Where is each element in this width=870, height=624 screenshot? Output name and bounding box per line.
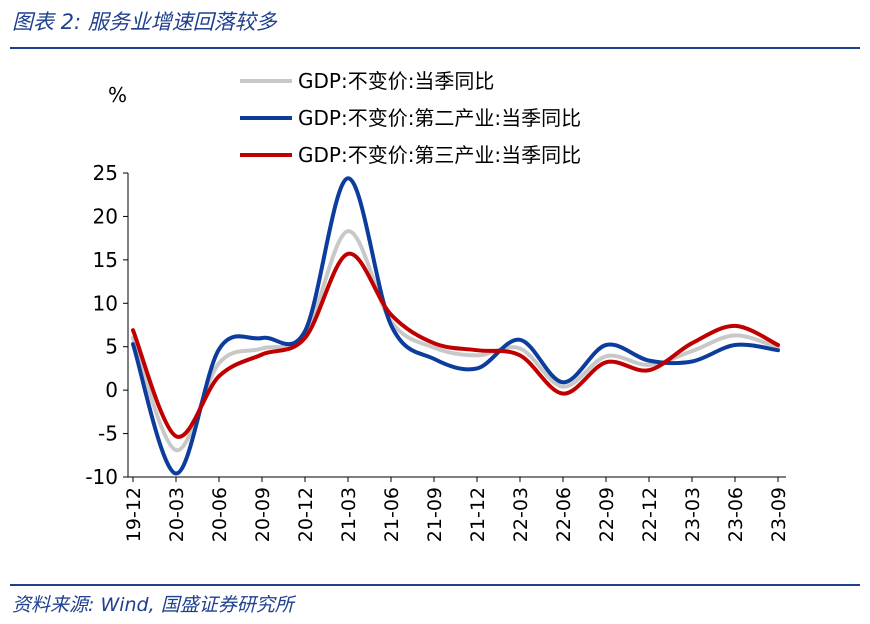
x-tick-label: 22-06 xyxy=(553,487,575,542)
legend-label-2: GDP:不变价:第二产业:当季同比 xyxy=(298,106,581,130)
x-tick-label: 21-03 xyxy=(338,487,360,542)
x-tick-label: 23-03 xyxy=(682,487,704,542)
axes: -10 -5 0 5 10 15 20 25 19-12 20-03 20-06 20-09 20-12… xyxy=(85,161,790,542)
x-tick-label: 20-06 xyxy=(209,487,231,542)
y-tick-label: -10 xyxy=(85,465,118,489)
legend-label-1: GDP:不变价:当季同比 xyxy=(298,69,494,93)
x-tick-label: 23-06 xyxy=(725,487,747,542)
source-rule xyxy=(10,584,860,586)
line-chart: % GDP:不变价:当季同比 GDP:不变价:第二产业:当季同比 GDP:不变价:第… xyxy=(85,69,790,542)
x-tick-label: 22-03 xyxy=(510,487,532,542)
x-tick-label: 20-12 xyxy=(295,487,317,542)
series-line-2 xyxy=(131,176,780,476)
y-tick-label: 20 xyxy=(93,204,118,228)
y-tick-label: 10 xyxy=(93,291,118,315)
y-tick-label: 25 xyxy=(93,161,118,185)
legend: GDP:不变价:当季同比 GDP:不变价:第二产业:当季同比 GDP:不变价:第三产… xyxy=(240,69,581,167)
x-tick-label: 20-09 xyxy=(252,487,274,542)
x-tick-label: 23-09 xyxy=(768,487,790,542)
x-tick-label: 21-06 xyxy=(381,487,403,542)
y-tick-label: -5 xyxy=(98,422,118,446)
y-tick-label: 5 xyxy=(105,335,118,359)
x-tick-label: 21-09 xyxy=(424,487,446,542)
x-tick-label: 19-12 xyxy=(123,487,145,542)
series-line-3 xyxy=(131,251,780,439)
x-tick-label: 22-09 xyxy=(596,487,618,542)
figure-title: 图表 2: 服务业增速回落较多 xyxy=(12,10,277,34)
x-tick-label: 21-12 xyxy=(467,487,489,542)
title-rule xyxy=(10,47,860,49)
x-tick-label: 22-12 xyxy=(639,487,661,542)
legend-label-3: GDP:不变价:第三产业:当季同比 xyxy=(298,143,581,167)
y-tick-label: 15 xyxy=(93,248,118,272)
y-tick-label: 0 xyxy=(105,378,118,402)
x-tick-label: 20-03 xyxy=(166,487,188,542)
source-note: 资料来源: Wind, 国盛证券研究所 xyxy=(12,594,294,616)
series-group xyxy=(131,176,780,476)
y-unit-label: % xyxy=(108,83,127,107)
